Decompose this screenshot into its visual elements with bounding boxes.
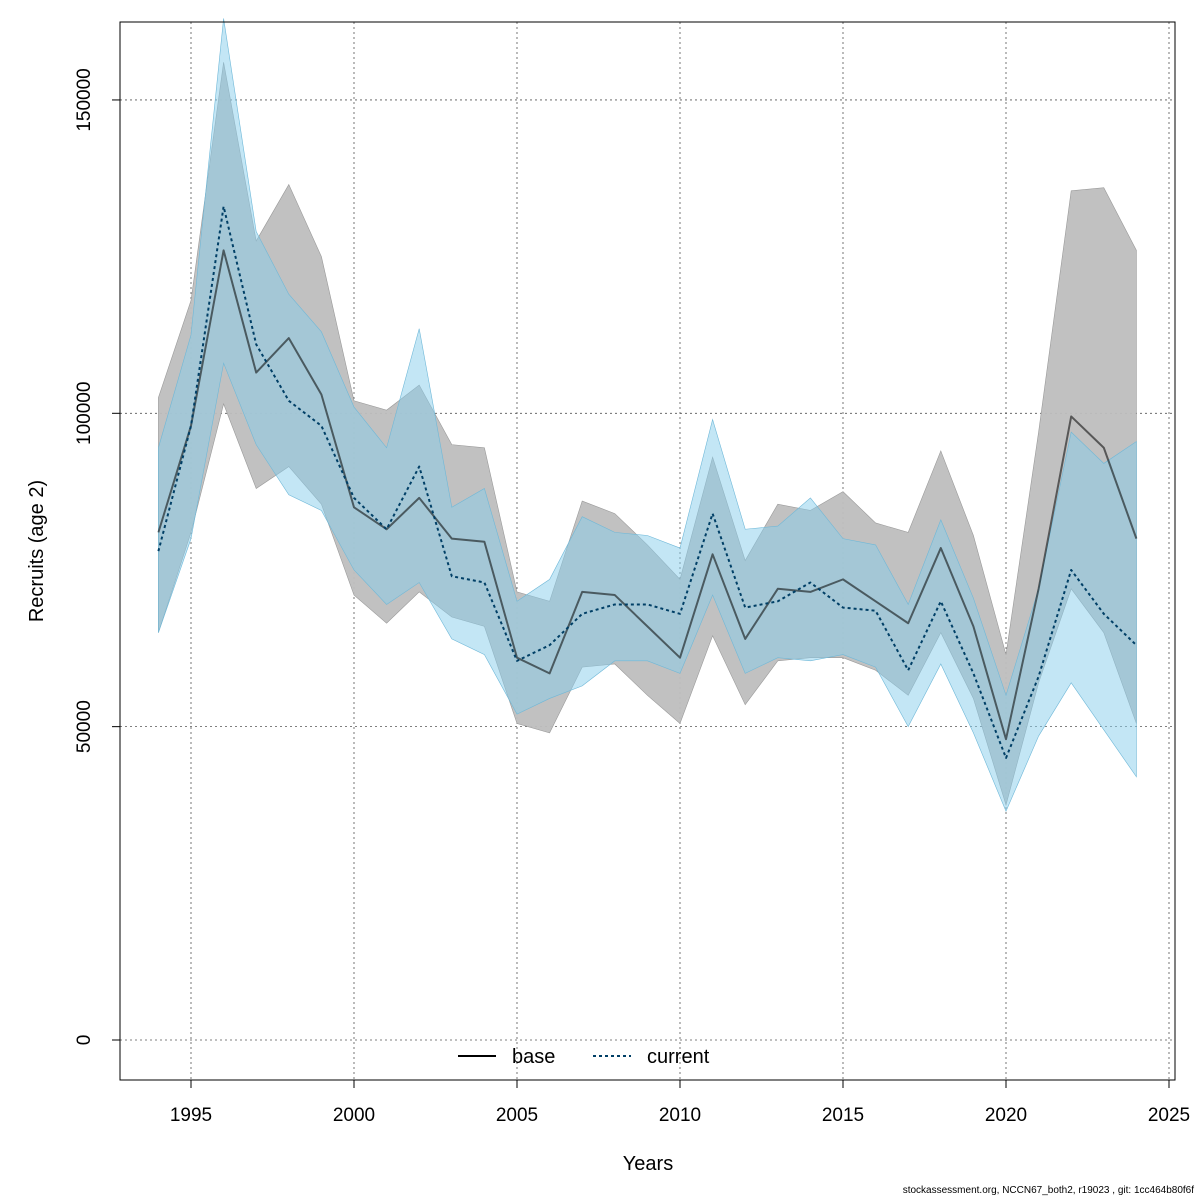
footer-caption: stockassessment.org, NCCN67_both2, r1902… xyxy=(902,1185,1194,1196)
x-tick-label-2020: 2020 xyxy=(985,1105,1027,1126)
x-tick-label-2015: 2015 xyxy=(822,1105,864,1126)
y-tick-label-150000: 150000 xyxy=(74,68,95,131)
legend-label-base: base xyxy=(512,1046,555,1068)
y-tick-label-0: 0 xyxy=(74,1035,95,1046)
legend-label-current: current xyxy=(647,1046,710,1068)
x-tick-label-2000: 2000 xyxy=(333,1105,375,1126)
confidence-bands xyxy=(158,18,1137,813)
y-tick-label-50000: 50000 xyxy=(74,700,95,753)
plot-frame xyxy=(119,21,1176,1081)
axes: 1995 2000 2005 2010 2015 2020 2025 0 50000 100000… xyxy=(74,68,1190,1126)
y-axis-title: Recruits (age 2) xyxy=(26,480,48,622)
x-axis-title: Years xyxy=(623,1153,673,1175)
series-lines xyxy=(157,205,1138,759)
y-tick-label-100000: 100000 xyxy=(74,382,95,445)
series-line-base xyxy=(157,249,1138,741)
x-tick-label-1995: 1995 xyxy=(170,1105,212,1126)
legend: base current xyxy=(458,1046,710,1068)
x-tick-label-2005: 2005 xyxy=(496,1105,538,1126)
x-tick-label-2025: 2025 xyxy=(1148,1105,1190,1126)
x-tick-label-2010: 2010 xyxy=(659,1105,701,1126)
